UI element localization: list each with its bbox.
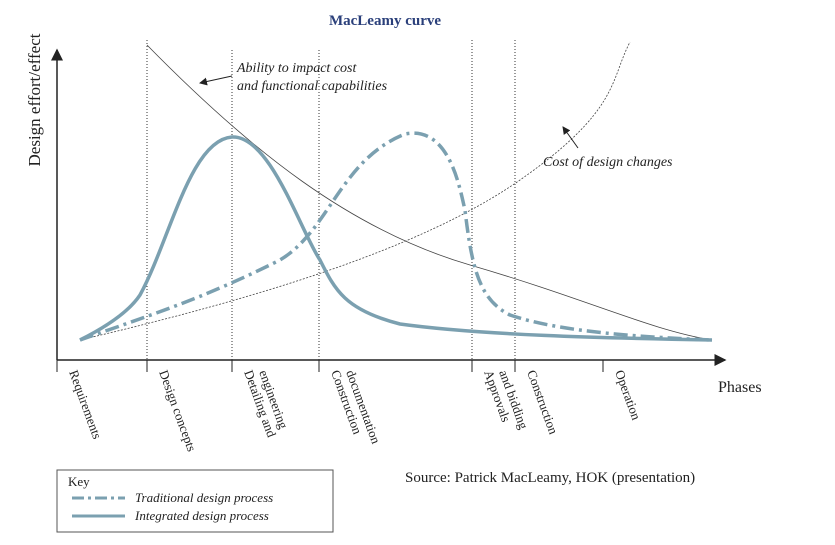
phase-label: Operation	[612, 368, 644, 422]
annotation: Cost of design changes	[543, 155, 673, 170]
phase-label: Design concepts	[156, 368, 199, 454]
annotation: and functional capabilities	[237, 79, 388, 94]
phase-labels: Requirements Design concepts Detailing and…	[56, 360, 644, 454]
key-box	[56, 469, 334, 533]
key-title: Key	[68, 474, 90, 489]
phase-label: Requirements	[66, 368, 105, 441]
cost-curve	[79, 41, 631, 341]
annotation: Ability to impact cost	[236, 61, 357, 76]
arrow	[199, 75, 233, 86]
traditional-curve	[79, 131, 713, 342]
ability-curve	[146, 44, 713, 341]
arrow	[562, 126, 579, 149]
x-axis-label: Phases	[718, 379, 762, 396]
integrated-curve	[79, 135, 713, 342]
title: MacLeamy curve	[329, 13, 441, 29]
y-axis-label: Design effort/effect	[25, 33, 44, 166]
key-label: Traditional design process	[135, 490, 273, 505]
source: Source: Patrick MacLeamy, HOK (presentat…	[405, 470, 695, 486]
key-label: Integrated design process	[134, 508, 269, 523]
phase-dividers	[146, 40, 516, 360]
